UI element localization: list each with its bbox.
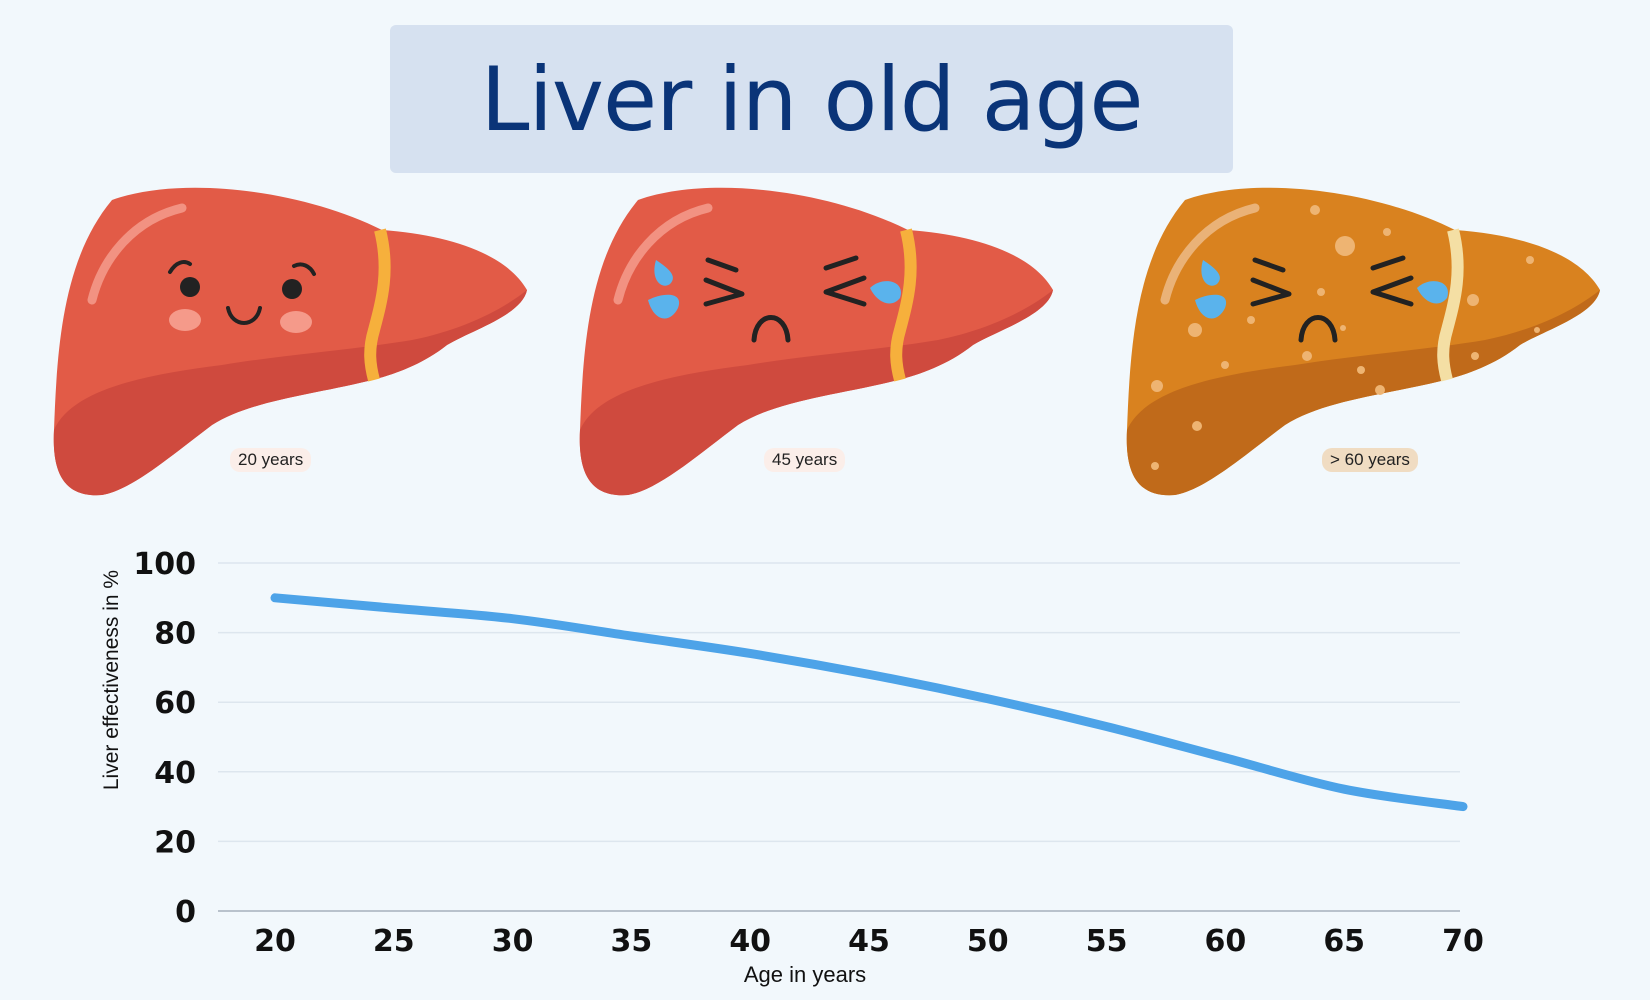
y-tick-label: 60 [154,686,196,721]
data-point-65 [1343,788,1346,791]
x-tick-label: 60 [1205,924,1247,959]
crying-liver-icon [579,187,1053,496]
y-tick-label: 100 [133,547,196,582]
data-point-30 [511,617,514,620]
y-tick-label: 20 [154,825,196,860]
liver-old-age: > 60 years [1125,180,1605,530]
liver-label-20: 20 years [230,448,312,472]
happy-face [168,260,316,333]
x-tick-label: 20 [254,924,296,959]
data-point-20 [274,596,276,599]
fatty-liver-icon [1126,187,1600,496]
x-tick-label: 65 [1323,924,1365,959]
x-tick-label: 55 [1086,924,1128,959]
y-axis-title: Liver effectiveness in % [100,569,123,791]
data-point-40 [749,652,752,655]
series-line-0 [270,593,1468,812]
x-axis-title: Age in years [743,962,867,987]
data-point-50 [986,697,989,700]
x-tick-label: 50 [967,924,1009,959]
y-tick-label: 80 [154,617,196,652]
liver-healthy: 20 years [52,180,532,530]
x-tick-label: 30 [492,924,534,959]
liver-illustrations: 20 years 45 years [0,180,1650,530]
x-tick-label: 35 [611,924,653,959]
data-point-60 [1224,756,1227,759]
liver-label-60: > 60 years [1322,448,1418,472]
data-point-70 [1462,805,1464,808]
liver-middle-age: 45 years [578,180,1058,530]
title-banner: Liver in old age [390,25,1233,173]
liver-label-45: 45 years [764,448,846,472]
y-tick-label: 40 [154,756,196,791]
x-tick-label: 45 [848,924,890,959]
page-title: Liver in old age [480,47,1143,151]
data-point-45 [868,673,870,676]
happy-liver-icon [53,187,527,496]
x-tick-label: 70 [1442,924,1484,959]
y-tick-label: 0 [175,895,196,930]
data-point-55 [1105,725,1108,728]
data-point-25 [392,607,395,610]
x-tick-label: 25 [373,924,415,959]
x-tick-label: 40 [729,924,771,959]
data-point-35 [630,635,633,638]
